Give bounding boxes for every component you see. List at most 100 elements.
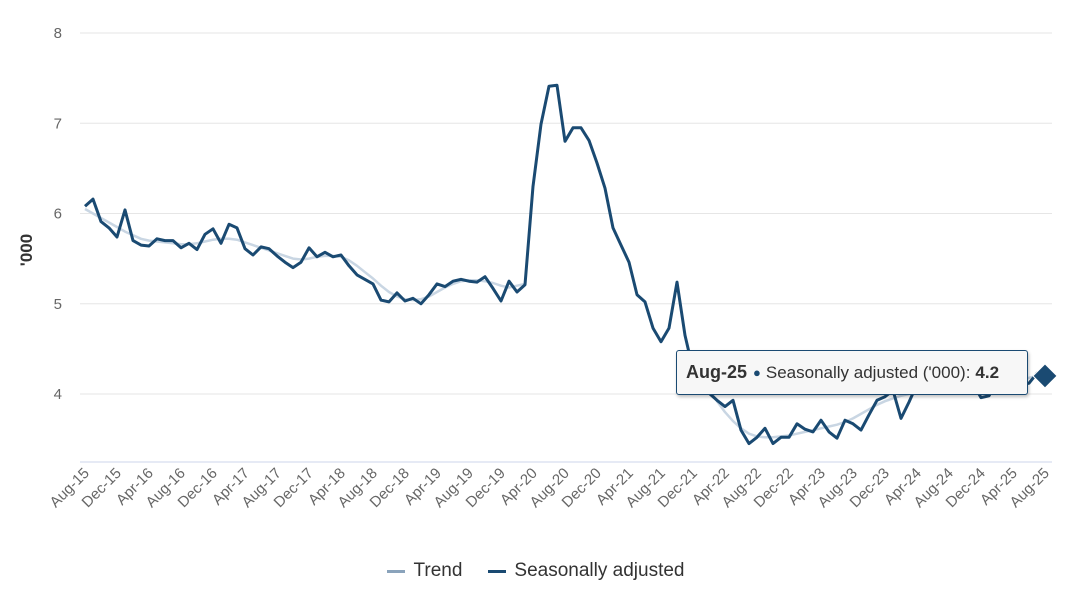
data-point[interactable] — [609, 224, 617, 232]
data-point[interactable] — [137, 241, 145, 249]
data-point[interactable] — [129, 237, 137, 245]
data-point[interactable] — [561, 137, 569, 145]
data-point[interactable] — [793, 420, 801, 428]
data-point[interactable] — [369, 280, 377, 288]
data-point[interactable] — [553, 81, 561, 89]
legend-item-seasonally-adjusted[interactable]: Seasonally adjusted — [488, 560, 685, 582]
data-point[interactable] — [497, 297, 505, 305]
data-point[interactable] — [641, 298, 649, 306]
data-point[interactable] — [505, 277, 513, 285]
series-line-trend[interactable] — [84, 207, 1046, 439]
data-point[interactable] — [769, 440, 777, 448]
data-point[interactable] — [833, 434, 841, 442]
data-point[interactable] — [657, 338, 665, 346]
data-point[interactable] — [393, 289, 401, 297]
data-point[interactable] — [481, 273, 489, 281]
data-point[interactable] — [849, 420, 857, 428]
data-point[interactable] — [241, 245, 249, 253]
data-point[interactable] — [417, 300, 425, 308]
data-point[interactable] — [105, 224, 113, 232]
data-point[interactable] — [409, 294, 417, 302]
data-point[interactable] — [177, 244, 185, 252]
data-point[interactable] — [225, 220, 233, 228]
data-point[interactable] — [249, 251, 257, 259]
data-point[interactable] — [297, 258, 305, 266]
data-point[interactable] — [729, 396, 737, 404]
data-point[interactable] — [81, 202, 89, 210]
data-point[interactable] — [673, 278, 681, 286]
data-point[interactable] — [873, 396, 881, 404]
data-point[interactable] — [97, 218, 105, 226]
data-point[interactable] — [721, 403, 729, 411]
data-point[interactable] — [569, 124, 577, 132]
data-point[interactable] — [761, 424, 769, 432]
data-point[interactable] — [273, 252, 281, 260]
data-point[interactable] — [825, 428, 833, 436]
legend-item-trend[interactable]: Trend — [387, 560, 462, 582]
data-point[interactable] — [257, 243, 265, 251]
data-point[interactable] — [169, 237, 177, 245]
data-point[interactable] — [897, 414, 905, 422]
data-point[interactable] — [737, 426, 745, 434]
data-point[interactable] — [617, 241, 625, 249]
data-point[interactable] — [465, 277, 473, 285]
data-point[interactable] — [841, 416, 849, 424]
data-point[interactable] — [513, 288, 521, 296]
data-point[interactable] — [329, 253, 337, 261]
data-point[interactable] — [121, 206, 129, 214]
data-point[interactable] — [313, 253, 321, 261]
data-point[interactable] — [233, 224, 241, 232]
data-point[interactable] — [809, 428, 817, 436]
data-point[interactable] — [905, 398, 913, 406]
data-point[interactable] — [337, 251, 345, 259]
data-point[interactable] — [577, 124, 585, 132]
series-line-seasonally-adjusted[interactable] — [83, 83, 1046, 446]
data-point[interactable] — [201, 230, 209, 238]
data-point[interactable] — [457, 275, 465, 283]
data-point[interactable] — [817, 416, 825, 424]
data-point[interactable] — [633, 291, 641, 299]
data-point[interactable] — [665, 324, 673, 332]
data-point[interactable] — [185, 239, 193, 247]
data-point[interactable] — [385, 298, 393, 306]
data-point[interactable] — [529, 182, 537, 190]
data-point[interactable] — [801, 425, 809, 433]
data-point[interactable] — [433, 280, 441, 288]
highlighted-point-marker[interactable] — [1032, 363, 1058, 389]
data-point[interactable] — [537, 120, 545, 128]
data-point[interactable] — [745, 440, 753, 448]
data-point[interactable] — [585, 136, 593, 144]
data-point[interactable] — [625, 258, 633, 266]
data-point[interactable] — [521, 281, 529, 289]
data-point[interactable] — [649, 324, 657, 332]
data-point[interactable] — [193, 246, 201, 254]
data-point[interactable] — [441, 283, 449, 291]
data-point[interactable] — [89, 195, 97, 203]
data-point[interactable] — [289, 264, 297, 272]
data-point[interactable] — [377, 296, 385, 304]
data-point[interactable] — [785, 433, 793, 441]
data-point[interactable] — [545, 82, 553, 90]
data-point[interactable] — [209, 225, 217, 233]
data-point[interactable] — [361, 275, 369, 283]
data-point[interactable] — [865, 411, 873, 419]
data-point[interactable] — [593, 159, 601, 167]
data-point[interactable] — [753, 433, 761, 441]
data-point[interactable] — [153, 235, 161, 243]
data-point[interactable] — [713, 396, 721, 404]
data-point[interactable] — [161, 237, 169, 245]
data-point[interactable] — [145, 242, 153, 250]
data-point[interactable] — [681, 331, 689, 339]
data-point[interactable] — [321, 248, 329, 256]
data-point[interactable] — [345, 262, 353, 270]
data-point[interactable] — [281, 258, 289, 266]
data-point[interactable] — [425, 291, 433, 299]
data-point[interactable] — [601, 184, 609, 192]
data-point[interactable] — [265, 245, 273, 253]
data-point[interactable] — [305, 244, 313, 252]
data-point[interactable] — [217, 239, 225, 247]
data-point[interactable] — [401, 297, 409, 305]
data-point[interactable] — [113, 233, 121, 241]
data-point[interactable] — [473, 278, 481, 286]
data-point[interactable] — [449, 277, 457, 285]
